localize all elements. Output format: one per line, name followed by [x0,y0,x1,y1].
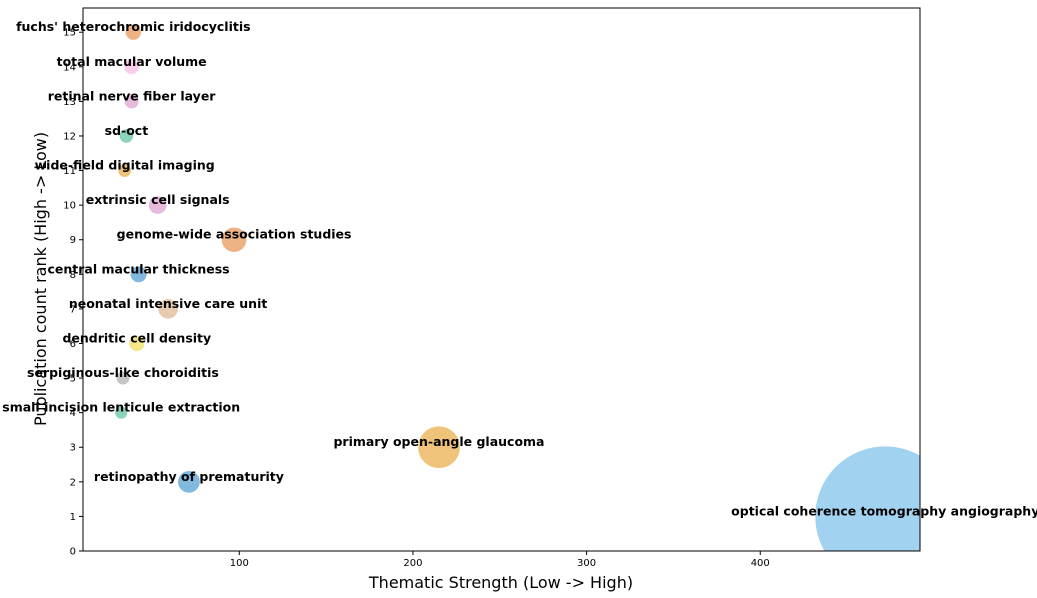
x-tick-label: 100 [230,558,249,569]
bubble-label: primary open-angle glaucoma [333,434,544,449]
bubble-label: retinopathy of prematurity [94,469,284,484]
bubble [122,57,142,77]
bubble-label: optical coherence tomography angiography [731,503,1037,518]
bubble-label: sd-oct [105,123,149,138]
bubble [127,333,147,354]
bubble-label: serpiginous-like choroiditis [27,365,219,380]
y-tick-label: 9 [70,235,76,246]
bubble [117,127,136,145]
x-axis-title: Thematic Strength (Low -> High) [368,573,633,592]
bubble [176,468,202,495]
bubble-label: wide-field digital imaging [35,158,215,173]
bubble-label: small incision lenticule extraction [2,400,240,415]
y-tick-label: 13 [63,97,76,108]
x-tick-label: 400 [751,558,770,569]
bubble [128,264,149,285]
y-axis-title: Publication count rank (High -> Low) [31,132,50,426]
bubble-layer [113,22,920,551]
bubble-label: retinal nerve fiber layer [48,88,217,103]
y-tick-label: 5 [70,374,76,385]
bubble [156,297,180,321]
bubble [114,369,132,387]
bubble-label: central macular thickness [47,261,229,276]
y-tick-label: 14 [63,62,76,73]
y-tick-label: 11 [63,166,76,177]
bubble [416,424,462,471]
y-tick-label: 15 [63,28,76,39]
bubble [123,22,144,42]
bubble [122,92,141,111]
y-tick-label: 4 [70,408,76,419]
y-tick-label: 12 [63,131,76,142]
plot-frame [82,7,921,552]
bubble-label: total macular volume [57,54,207,69]
bubble [116,162,134,180]
y-tick-label: 10 [63,201,76,212]
y-tick-label: 2 [70,477,76,488]
y-tick-label: 7 [70,304,76,315]
y-tick-label: 6 [70,339,76,350]
bubble-label: dendritic cell density [62,330,211,345]
bubble [219,225,249,255]
y-tick-label: 1 [70,512,76,523]
y-tick-label: 8 [70,270,76,281]
bubble-label-layer: optical coherence tomography angiography… [2,19,1037,518]
x-tick-label: 200 [403,558,422,569]
y-tick-label: 3 [70,443,76,454]
x-tick-label: 300 [577,558,596,569]
bubble [146,194,169,216]
y-tick-label: 0 [70,547,76,558]
bubble [813,444,920,551]
bubble-label: neonatal intensive care unit [69,296,268,311]
bubble-label: fuchs' heterochromic iridocyclitis [16,19,251,34]
bubble [113,404,130,421]
x-axis: 100 200 300 400 [230,551,770,569]
bubble-label: genome-wide association studies [117,227,352,242]
bubble-label: extrinsic cell signals [86,192,230,207]
